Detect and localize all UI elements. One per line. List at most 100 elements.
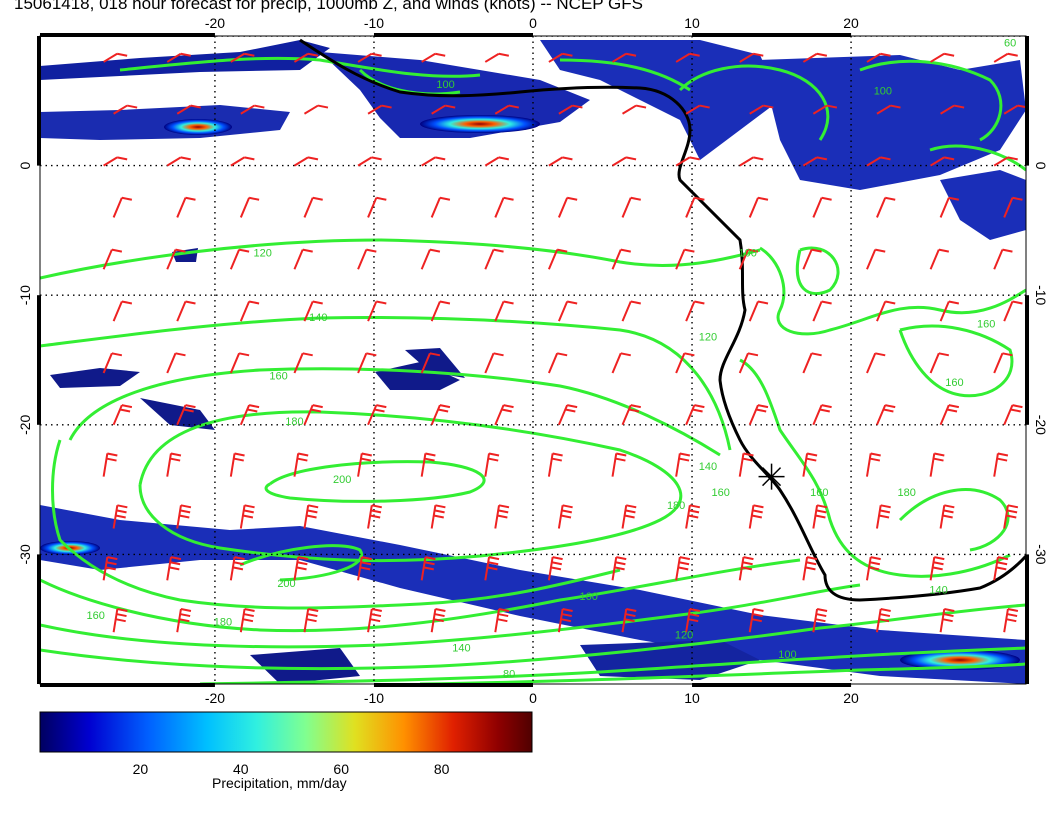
lat-bar-left <box>37 554 41 684</box>
wind-barb <box>621 404 641 426</box>
wind-barb <box>303 404 323 426</box>
lat-tick-left: -10 <box>17 285 33 305</box>
lon-tick-bottom: -10 <box>364 690 384 706</box>
wind-barb <box>367 104 392 115</box>
wind-barb <box>239 607 255 633</box>
wind-barb <box>367 607 382 633</box>
wind-barb <box>357 452 372 477</box>
contour-180-south <box>51 439 621 610</box>
wind-barb <box>993 52 1018 63</box>
wind-barb <box>802 248 822 270</box>
contour-label: 180 <box>285 416 303 428</box>
wind-barb <box>929 248 950 270</box>
wind-barb <box>421 156 446 167</box>
wind-barb <box>293 248 313 270</box>
colorbar-tick-label: 80 <box>434 761 450 777</box>
wind-barb <box>621 196 641 218</box>
wind-barb <box>420 452 436 477</box>
wind-barb <box>176 404 196 426</box>
contour-label: 160 <box>810 487 828 499</box>
wind-barb <box>1003 196 1023 218</box>
contour-africa-6 <box>678 64 830 141</box>
wind-barb <box>421 52 446 63</box>
wind-barb <box>494 404 514 426</box>
wind-barb <box>1003 607 1019 633</box>
wind-barb <box>420 248 441 270</box>
contour-north-2 <box>358 68 461 96</box>
contour-label: 180 <box>898 487 916 499</box>
contour-100-south <box>199 646 1026 684</box>
wind-barb <box>748 196 769 218</box>
contour-label: 60 <box>1004 37 1016 49</box>
wind-barb <box>685 300 705 322</box>
wind-barb <box>557 404 578 426</box>
map-title: 15061418, 018 hour forecast for precip, … <box>14 0 643 13</box>
wind-barb <box>166 156 191 167</box>
wind-barb <box>239 300 260 322</box>
wind-barb <box>748 504 764 529</box>
wind-barb <box>939 196 960 218</box>
contour-label: 160 <box>711 487 729 499</box>
wind-barb <box>738 452 754 477</box>
wind-barb <box>739 52 764 63</box>
contour-140 <box>40 316 732 451</box>
wind-barb <box>112 196 133 218</box>
wind-barb <box>113 104 138 115</box>
wind-barb <box>875 504 891 529</box>
contour-label: 120 <box>699 332 717 344</box>
wind-barb <box>293 452 309 477</box>
contour-label: 140 <box>452 643 470 655</box>
wind-barb <box>557 504 573 529</box>
wind-barb <box>303 104 329 115</box>
wind-barb <box>812 104 838 115</box>
wind-barb <box>112 300 133 322</box>
wind-barb <box>102 352 123 374</box>
contour-label: 120 <box>675 630 693 642</box>
lon-tick-bottom: -20 <box>205 690 225 706</box>
wind-barb <box>865 556 881 581</box>
wind-barb <box>993 452 1009 477</box>
wind-barb <box>675 248 695 270</box>
wind-barb <box>802 452 818 477</box>
wind-barb <box>929 452 945 477</box>
contour-africa-3 <box>795 246 840 296</box>
wind-barb <box>357 156 382 167</box>
contour-label: 140 <box>309 312 327 324</box>
wind-barb <box>229 352 250 374</box>
wind-barb <box>611 156 637 167</box>
lon-tick-top: 0 <box>529 15 537 31</box>
wind-barb <box>229 248 250 270</box>
lon-bar-top <box>692 33 852 37</box>
wind-barb <box>239 196 260 218</box>
wind-barb <box>431 104 456 115</box>
wind-barb <box>939 607 955 633</box>
wind-barb <box>1003 404 1023 426</box>
wind-barb <box>166 452 182 477</box>
wind-barb <box>621 104 647 115</box>
wind-barb <box>103 156 128 167</box>
contour-label: 180 <box>214 617 232 629</box>
wind-barb <box>176 504 192 529</box>
wind-barb <box>367 404 387 426</box>
precip-core-east <box>420 115 540 133</box>
wind-barb <box>675 156 700 167</box>
contour-label: 160 <box>977 319 995 331</box>
contour-label: 160 <box>269 370 287 382</box>
wind-barb <box>739 156 764 167</box>
contour-africa-5 <box>898 488 1010 552</box>
wind-barb <box>293 156 319 167</box>
contour-120-south <box>40 603 1026 671</box>
lat-bar-left <box>37 295 41 425</box>
contour-label: 100 <box>739 247 757 259</box>
wind-barb <box>875 607 891 633</box>
wind-barb <box>430 607 446 633</box>
wind-barb <box>303 196 323 218</box>
precip-congo <box>940 170 1026 240</box>
wind-barb <box>494 300 514 322</box>
wind-barb <box>102 556 118 581</box>
wind-barb <box>876 196 896 218</box>
wind-barb <box>876 404 896 426</box>
latitude-bars <box>37 33 1029 687</box>
lon-tick-bottom: 20 <box>843 690 859 706</box>
